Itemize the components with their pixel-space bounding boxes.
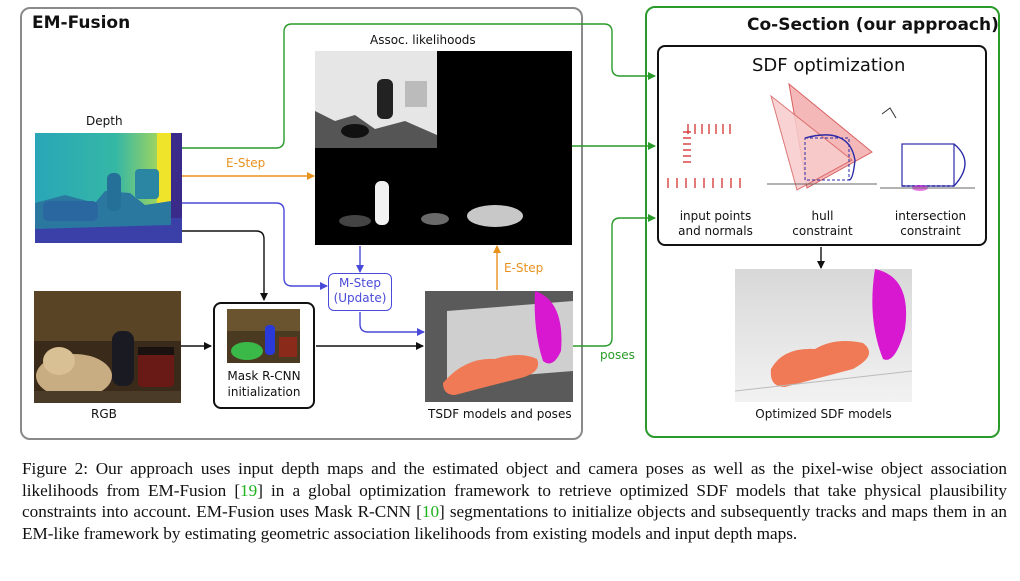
caption-part-3: ] segmentations to initialize objects an… xyxy=(22,502,1007,543)
e-step-label-2: E-Step xyxy=(504,261,544,275)
intersection-label-2: constraint xyxy=(900,224,961,238)
optimized-label: Optimized SDF models xyxy=(755,407,892,421)
rgb-label: RGB xyxy=(91,407,117,421)
tsdf-label: TSDF models and poses xyxy=(428,407,572,421)
m-step-label: M-Step xyxy=(338,276,381,290)
input-points-figure xyxy=(667,124,741,188)
mask-rcnn-label: Mask R-CNN xyxy=(227,369,301,383)
caption-part-1: Figure 2: Our approach uses input depth … xyxy=(22,459,1007,500)
em-fusion-panel xyxy=(20,7,583,440)
tsdf-image xyxy=(425,291,573,402)
rgb-image xyxy=(34,291,181,403)
optimized-sdf-image xyxy=(735,269,912,402)
intersection-label-1: intersection xyxy=(894,209,967,223)
citation-link-10[interactable]: 10 xyxy=(421,502,440,521)
m-step-box: M-Step (Update) xyxy=(328,273,392,311)
e-step-label-1: E-Step xyxy=(226,156,266,170)
caption-part-2: ] in a global optimization framework to … xyxy=(22,480,1007,522)
input-points-label-1: input points xyxy=(679,209,752,223)
assoc-label: Assoc. likelihoods xyxy=(370,33,476,47)
citation-link-19[interactable]: 19 xyxy=(240,480,258,500)
poses-to-sdf-arrow xyxy=(573,214,656,347)
depth-label: Depth xyxy=(86,114,123,128)
hull-label-2: constraint xyxy=(792,224,853,238)
input-points-label-2: and normals xyxy=(678,224,753,238)
mask-rcnn-box xyxy=(213,302,315,409)
sdf-optimization-title: SDF optimization xyxy=(752,55,906,76)
sdf-optimization-box xyxy=(657,45,987,246)
poses-label: poses xyxy=(600,348,635,362)
depth-image xyxy=(35,133,182,243)
depth-to-sdf-arrow xyxy=(176,23,656,149)
cosection-panel xyxy=(645,6,1000,438)
depth-to-mstep-arrow xyxy=(182,202,328,290)
assoc-likelihoods-image xyxy=(315,51,572,245)
em-fusion-title: EM-Fusion xyxy=(32,13,131,33)
depth-to-mask-arrow xyxy=(182,230,268,301)
cosection-title: Co-Section (our approach) xyxy=(747,15,999,35)
figure-caption: Figure 2: Our approach uses input depth … xyxy=(22,458,1007,544)
hull-label-1: hull xyxy=(811,209,834,223)
mstep-to-tsdf-arrow xyxy=(359,312,425,336)
mask-init-label: initialization xyxy=(227,385,301,399)
mask-rcnn-image xyxy=(227,309,300,363)
intersection-constraint-figure xyxy=(880,107,975,191)
hull-constraint-figure xyxy=(767,82,877,191)
m-step-update-label: (Update) xyxy=(333,291,387,305)
